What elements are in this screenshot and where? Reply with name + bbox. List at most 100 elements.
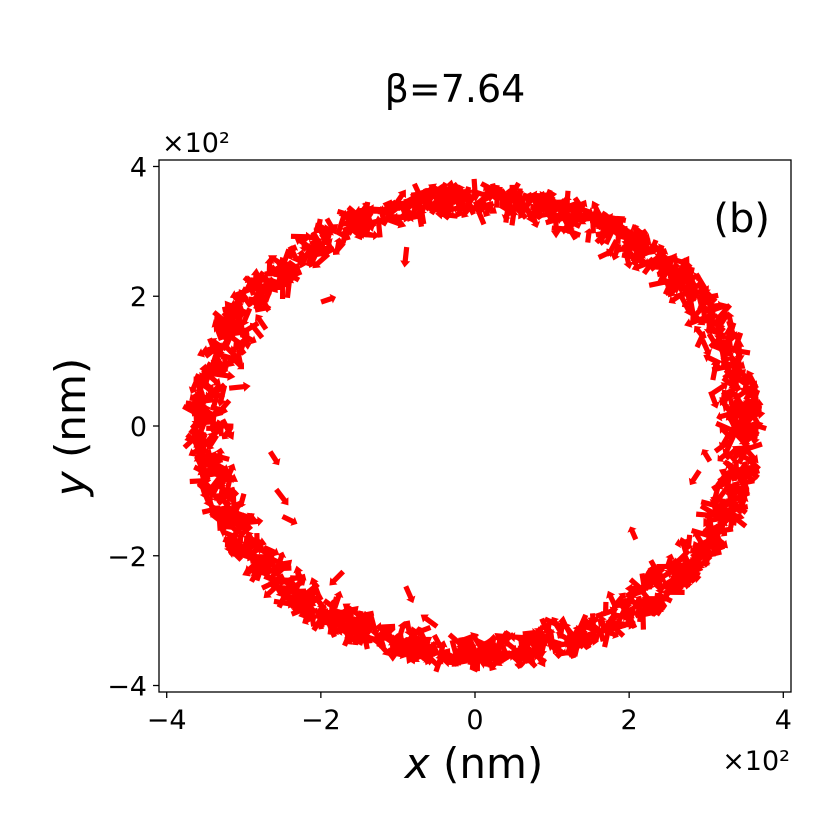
data-point xyxy=(413,651,431,663)
data-point xyxy=(226,489,240,503)
chart-title: β=7.64 xyxy=(385,67,526,111)
data-point xyxy=(253,292,266,311)
data-point xyxy=(492,189,503,208)
data-point xyxy=(588,613,599,636)
x-axis-ticks: −4 −2 0 2 4 xyxy=(147,692,792,736)
data-point xyxy=(483,184,496,200)
data-point xyxy=(298,246,313,269)
data-point xyxy=(551,214,562,239)
data-point xyxy=(529,203,544,220)
data-point xyxy=(694,330,707,349)
data-point xyxy=(586,616,600,628)
data-point xyxy=(648,277,673,288)
data-point xyxy=(633,252,650,267)
data-point xyxy=(747,384,758,400)
data-point xyxy=(703,319,714,335)
data-point xyxy=(238,523,254,538)
data-point xyxy=(189,475,212,486)
data-point xyxy=(254,303,272,313)
data-point xyxy=(196,395,208,415)
data-point xyxy=(498,202,523,213)
data-point xyxy=(233,292,244,310)
data-point xyxy=(400,246,411,268)
data-point xyxy=(684,562,704,574)
data-point xyxy=(579,635,592,650)
data-point xyxy=(224,518,241,535)
data-point xyxy=(647,256,661,270)
data-point xyxy=(720,342,731,365)
data-point xyxy=(723,327,734,349)
data-point xyxy=(342,624,356,647)
data-point xyxy=(714,303,733,323)
data-point xyxy=(360,624,375,643)
data-point xyxy=(185,432,204,449)
data-point xyxy=(285,596,302,609)
data-point xyxy=(252,273,268,289)
data-point xyxy=(741,429,760,445)
data-point xyxy=(718,389,729,407)
data-point xyxy=(736,406,747,425)
data-point xyxy=(724,445,740,461)
data-point xyxy=(429,641,441,657)
data-point xyxy=(335,209,349,234)
data-point xyxy=(249,563,260,579)
data-point xyxy=(207,412,218,434)
data-point xyxy=(440,195,460,206)
data-point xyxy=(728,485,750,496)
data-point xyxy=(407,212,424,223)
data-point xyxy=(451,652,466,667)
data-point xyxy=(391,212,410,223)
data-point xyxy=(624,596,647,609)
data-point xyxy=(689,310,706,326)
data-point xyxy=(700,338,713,357)
data-point xyxy=(606,590,619,610)
data-point xyxy=(676,274,694,288)
data-point xyxy=(227,308,252,322)
data-point xyxy=(231,500,243,517)
data-point xyxy=(216,466,239,482)
data-point xyxy=(624,608,638,630)
data-point xyxy=(732,392,746,409)
data-point xyxy=(343,211,356,228)
data-point xyxy=(271,583,295,594)
data-point xyxy=(300,588,314,611)
y-tick-label: −2 xyxy=(107,542,147,573)
data-point xyxy=(674,255,690,277)
data-point xyxy=(674,538,692,549)
data-point xyxy=(455,192,476,203)
data-point xyxy=(243,536,260,547)
data-point xyxy=(720,359,735,380)
data-point xyxy=(198,417,210,431)
data-point xyxy=(529,211,541,229)
data-point xyxy=(216,481,228,501)
data-point xyxy=(602,625,613,648)
data-point xyxy=(313,595,328,611)
data-point xyxy=(713,439,731,454)
data-point xyxy=(509,653,526,668)
data-point xyxy=(605,613,619,629)
data-point xyxy=(403,585,416,604)
data-point xyxy=(562,204,580,217)
data-point xyxy=(595,606,619,619)
data-point xyxy=(262,275,278,294)
data-point xyxy=(701,522,723,536)
data-point xyxy=(485,651,503,664)
data-point xyxy=(197,387,209,405)
data-point xyxy=(219,527,237,540)
data-point xyxy=(496,651,511,664)
data-point xyxy=(711,382,729,396)
data-point xyxy=(731,358,742,381)
data-point xyxy=(706,540,727,558)
data-point xyxy=(387,645,411,657)
data-point xyxy=(480,645,496,665)
data-point xyxy=(592,217,614,228)
data-point xyxy=(391,189,406,209)
data-point xyxy=(532,635,548,652)
data-point xyxy=(214,362,228,375)
data-point xyxy=(202,369,222,387)
data-point xyxy=(564,636,576,655)
data-point xyxy=(305,242,321,253)
data-point xyxy=(730,331,744,354)
data-point xyxy=(522,648,541,665)
data-point xyxy=(340,228,351,244)
